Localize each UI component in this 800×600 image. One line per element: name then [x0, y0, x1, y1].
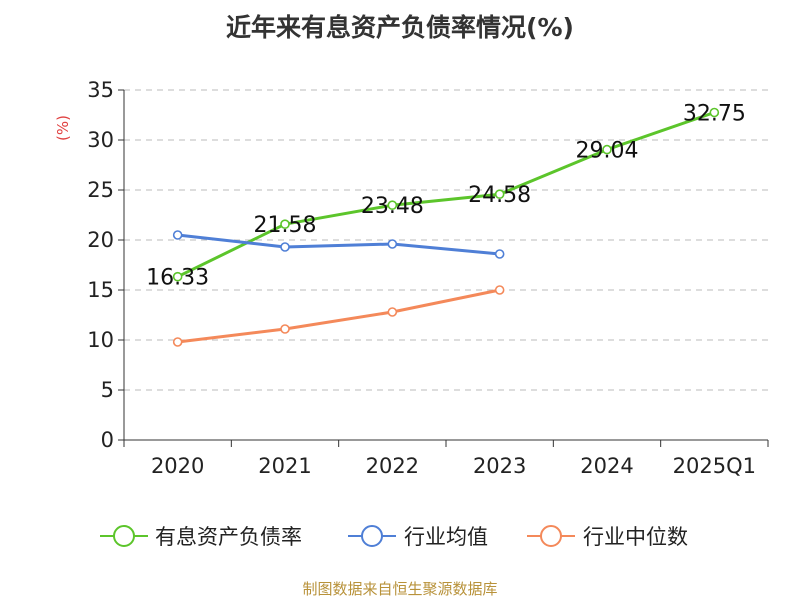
- data-point: [280, 242, 290, 252]
- legend-marker: [113, 525, 135, 547]
- data-point: [602, 144, 612, 155]
- legend: 有息资产负债率 行业均值 行业中位数: [100, 525, 688, 549]
- y-tick-label: 25: [87, 178, 114, 202]
- data-point: [387, 239, 398, 249]
- y-axis-label: (%): [54, 115, 72, 141]
- data-label: 29.04: [576, 139, 639, 164]
- data-point: [709, 107, 720, 118]
- x-tick-label: 2024: [580, 454, 633, 478]
- grid-lines: [124, 89, 768, 391]
- axes: 0 5 10 15 20 25 30 35 2020 2021 2022 2023 2024 2025Q1…: [54, 78, 769, 478]
- series-line: [177, 288, 500, 344]
- legend-marker: [361, 525, 383, 547]
- source-note: 制图数据来自恒生聚源数据库: [302, 580, 498, 598]
- data-point: [494, 189, 505, 199]
- data-point: [387, 200, 398, 210]
- y-tick-label: 15: [87, 278, 114, 302]
- y-tick-label: 20: [87, 228, 114, 252]
- y-tick-label: 10: [87, 328, 114, 352]
- x-tick-label: 2021: [258, 454, 311, 478]
- data-point: [172, 337, 183, 347]
- y-tick-label: 30: [87, 128, 114, 152]
- y-tick-label: 0: [101, 428, 114, 452]
- x-tick-label: 2023: [473, 454, 526, 478]
- series-line: [177, 111, 715, 279]
- x-tick-label: 2025Q1: [673, 454, 756, 478]
- chart-title: 近年来有息资产负债率情况(%): [226, 13, 574, 42]
- data-point: [494, 285, 505, 295]
- data-point: [172, 271, 183, 282]
- data-label: 16.33: [146, 266, 209, 291]
- x-tick-label: 2022: [366, 454, 419, 478]
- data-point: [387, 307, 398, 317]
- legend-label: 行业中位数: [583, 525, 688, 549]
- data-label: 21.58: [254, 213, 317, 238]
- data-labels: 16.33 21.58 23.48 24.58 29.04 32.75: [146, 102, 746, 291]
- legend-label: 有息资产负债率: [155, 525, 302, 549]
- y-tick-label: 35: [87, 78, 114, 102]
- legend-marker: [540, 525, 562, 547]
- data-label: 23.48: [361, 194, 424, 219]
- data-point: [172, 230, 183, 240]
- series-line: [177, 233, 500, 256]
- x-tick-label: 2020: [151, 454, 204, 478]
- legend-label: 行业均值: [404, 525, 488, 549]
- data-label: 24.58: [468, 183, 531, 208]
- series-layer: [172, 107, 720, 347]
- data-point: [494, 249, 505, 259]
- y-tick-label: 5: [101, 378, 114, 402]
- data-label: 32.75: [683, 102, 746, 127]
- data-point: [280, 324, 290, 334]
- data-point: [280, 219, 290, 229]
